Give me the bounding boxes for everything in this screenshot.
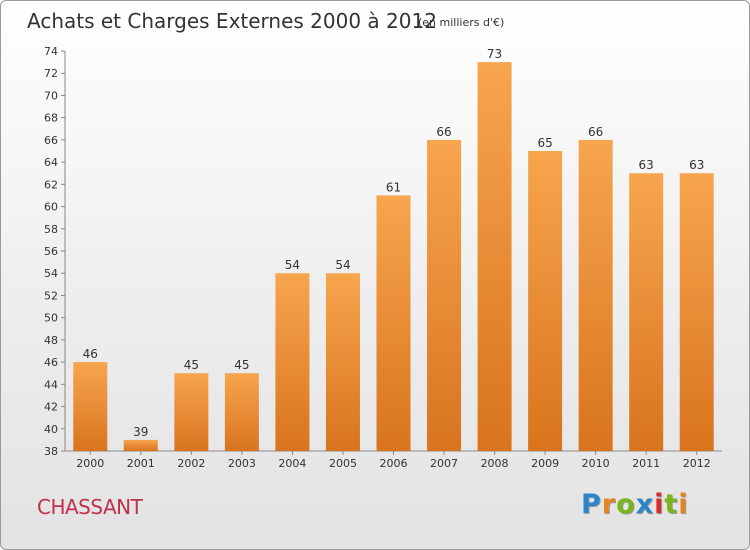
y-tick-label: 70	[44, 89, 58, 102]
brand-logo[interactable]: Proxiti	[581, 489, 689, 520]
x-tick-label: 2011	[632, 457, 660, 470]
bar	[578, 139, 613, 451]
brand-letter: t	[664, 489, 679, 520]
bar	[528, 151, 563, 451]
x-tick-label: 2010	[582, 457, 610, 470]
y-tick-label: 68	[44, 112, 58, 125]
y-tick-label: 40	[44, 423, 58, 436]
bar	[629, 173, 664, 451]
y-tick-label: 54	[44, 267, 58, 280]
chart-subtitle: (en milliers d'€)	[418, 16, 504, 29]
bar-value-label: 66	[436, 125, 451, 139]
bar-value-label: 63	[689, 158, 704, 172]
brand-letter: i	[654, 489, 665, 520]
bar	[376, 195, 411, 451]
x-tick-label: 2004	[278, 457, 306, 470]
y-tick-label: 64	[44, 156, 58, 169]
bar	[325, 273, 360, 451]
brand-letter: x	[635, 489, 655, 520]
y-tick-label: 42	[44, 401, 58, 414]
x-tick-label: 2000	[76, 457, 104, 470]
bar	[174, 373, 209, 451]
y-tick-label: 50	[44, 312, 58, 325]
bar-value-label: 61	[386, 180, 401, 194]
y-tick-label: 62	[44, 178, 58, 191]
bar	[679, 173, 714, 451]
bar-value-label: 54	[335, 258, 350, 272]
y-tick-label: 56	[44, 245, 58, 258]
bar	[275, 273, 310, 451]
x-tick-label: 2003	[228, 457, 256, 470]
y-tick-label: 60	[44, 201, 58, 214]
x-tick-label: 2009	[531, 457, 559, 470]
bar-value-label: 45	[234, 358, 249, 372]
bar-value-label: 73	[487, 47, 502, 61]
x-tick-label: 2006	[380, 457, 408, 470]
brand-letter: P	[581, 489, 602, 520]
x-tick-label: 2001	[127, 457, 155, 470]
bar-value-label: 46	[83, 347, 98, 361]
brand-letter: o	[616, 489, 636, 520]
y-tick-label: 74	[44, 45, 58, 58]
place-name: CHASSANT	[37, 495, 143, 519]
bar	[224, 373, 259, 451]
y-tick-label: 44	[44, 378, 58, 391]
brand-letter: i	[678, 489, 689, 520]
y-tick-label: 48	[44, 334, 58, 347]
bar-value-label: 66	[588, 125, 603, 139]
axes: 38 40 42 44 46 48 50 52 54 56 58 60 62 64 66 68 70 72 74 20…	[44, 45, 722, 470]
y-tick-label: 46	[44, 356, 58, 369]
y-tick-label: 38	[44, 445, 58, 458]
bar-value-label: 45	[184, 358, 199, 372]
x-tick-label: 2007	[430, 457, 458, 470]
bar	[427, 139, 462, 451]
x-tick-label: 2002	[177, 457, 205, 470]
bar-value-label: 65	[537, 136, 552, 150]
y-tick-label: 58	[44, 223, 58, 236]
brand-letter: r	[601, 489, 617, 520]
bar-value-label: 54	[285, 258, 300, 272]
y-tick-label: 66	[44, 134, 58, 147]
x-tick-label: 2005	[329, 457, 357, 470]
bar	[477, 62, 512, 451]
y-tick-label: 52	[44, 289, 58, 302]
bar	[73, 362, 108, 451]
chart-title: Achats et Charges Externes 2000 à 2012	[27, 9, 437, 33]
bar	[123, 439, 158, 451]
bars: 46 39 45 45 54 54 61 66 73 65 66 63 63	[73, 47, 714, 451]
bar-value-label: 39	[133, 425, 148, 439]
x-tick-label: 2012	[683, 457, 711, 470]
bar-value-label: 63	[639, 158, 654, 172]
y-tick-label: 72	[44, 67, 58, 80]
x-tick-label: 2008	[481, 457, 509, 470]
